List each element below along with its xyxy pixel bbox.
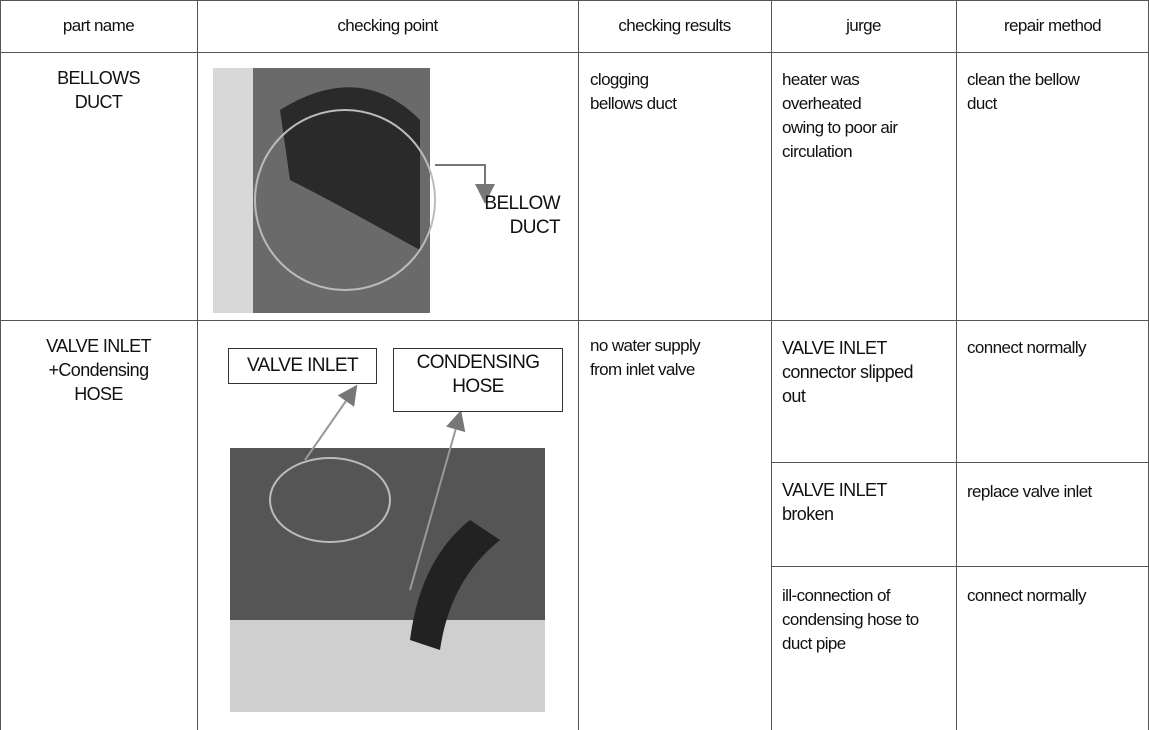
arrow [435, 164, 495, 204]
repair: replace valve inlet [967, 482, 1092, 501]
image-label: CONDENSING HOSE [393, 348, 563, 412]
photo-detail [213, 68, 253, 313]
arrow [304, 384, 358, 461]
checking-results: clogging bellows duct [590, 70, 677, 113]
judge: ill-connection of condensing hose to duc… [782, 586, 919, 653]
judge: heater was overheated owing to poor air … [782, 70, 898, 161]
highlight-circle [254, 109, 436, 291]
rule [0, 52, 1149, 53]
photo-detail [230, 620, 545, 712]
rule [0, 0, 1149, 1]
repair: connect normally [967, 338, 1087, 357]
rule [771, 0, 772, 730]
arrow [409, 410, 466, 591]
header-cell: part name [62, 16, 135, 35]
image-label: BELLOW DUCT [484, 193, 560, 238]
rule [771, 462, 1149, 463]
photo-detail [410, 520, 500, 650]
judge: VALVE INLET broken [782, 480, 887, 524]
photo-detail [280, 87, 420, 250]
header-cell: repair method [1003, 16, 1102, 35]
rule [578, 0, 579, 730]
highlight-circle [269, 457, 391, 543]
part-name: VALVE INLET +Condensing HOSE [46, 336, 151, 404]
checking-results: no water supply from inlet valve [590, 336, 701, 379]
part-name: BELLOWS DUCT [57, 68, 140, 112]
header-cell: jurge [846, 16, 881, 35]
rule [0, 320, 1149, 321]
rule [771, 566, 1149, 567]
rule [197, 0, 198, 730]
header-cell: checking results [618, 16, 731, 35]
judge: VALVE INLET connector slipped out [782, 338, 914, 406]
repair: clean the bellow duct [967, 70, 1080, 113]
header-cell: checking point [337, 16, 438, 35]
image-label: VALVE INLET [228, 348, 377, 384]
repair: connect normally [967, 586, 1087, 605]
rule [956, 0, 957, 730]
rule [0, 0, 1, 730]
